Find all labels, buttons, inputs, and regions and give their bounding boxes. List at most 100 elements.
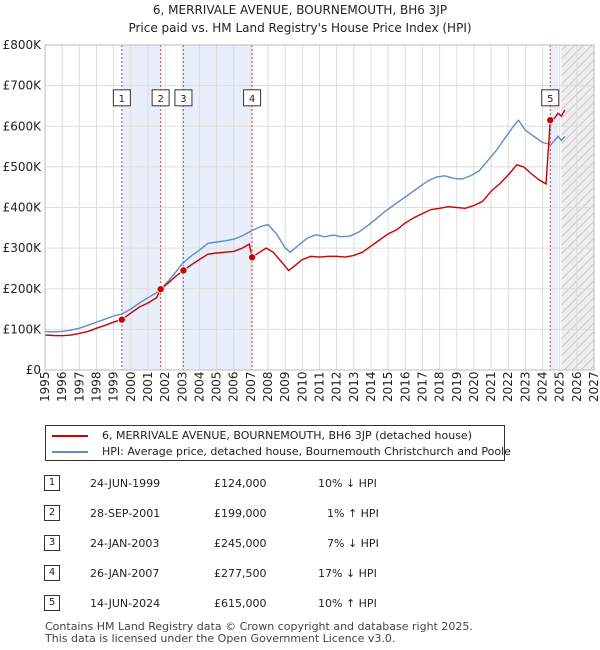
y-tick-label: £800K <box>3 38 43 52</box>
sale-marker-number: 3 <box>180 94 186 105</box>
chart-title: 6, MERRIVALE AVENUE, BOURNEMOUTH, BH6 3J… <box>153 3 447 17</box>
y-tick-label: £600K <box>3 119 43 133</box>
legend-label-hpi: HPI: Average price, detached house, Bour… <box>102 445 511 458</box>
x-tick-label: 2006 <box>227 371 241 402</box>
x-tick-label: 2026 <box>570 371 584 402</box>
x-tick-label: 1995 <box>38 371 52 402</box>
y-tick-label: £100K <box>3 322 43 336</box>
x-tick-label: 2020 <box>467 371 481 402</box>
footer-credits: Contains HM Land Registry data © Crown c… <box>45 621 473 645</box>
sale-marker-number: 1 <box>119 94 125 105</box>
legend-item-property: 6, MERRIVALE AVENUE, BOURNEMOUTH, BH6 3J… <box>52 428 472 444</box>
price-chart: 6, MERRIVALE AVENUE, BOURNEMOUTH, BH6 3J… <box>3 3 600 402</box>
x-tick-label: 2021 <box>484 371 498 402</box>
footer-line-licence: This data is licensed under the Open Gov… <box>45 632 396 645</box>
hpi-comparison: 17% ↓ HPI <box>318 567 377 580</box>
footer-line-copyright: Contains HM Land Registry data © Crown c… <box>45 620 473 633</box>
y-tick-label: £400K <box>3 201 43 215</box>
x-tick-label: 2002 <box>158 371 172 402</box>
x-tick-label: 2001 <box>141 371 155 402</box>
sale-price: £199,000 <box>214 507 267 520</box>
table-row: 2 28-SEP-2001 £199,000 1% ↑ HPI <box>0 504 600 524</box>
y-tick-label: £0 <box>26 363 41 377</box>
x-tick-label: 1997 <box>72 371 86 402</box>
x-tick-label: 2007 <box>244 371 258 402</box>
sale-number-badge: 3 <box>44 535 60 551</box>
sale-date: 14-JUN-2024 <box>90 597 161 610</box>
sale-number-badge: 4 <box>44 565 60 581</box>
sale-number-badge: 2 <box>44 505 60 521</box>
sale-point <box>179 266 188 275</box>
sale-marker-box <box>174 89 193 107</box>
sale-point <box>117 315 126 324</box>
x-tick-label: 2017 <box>415 371 429 402</box>
x-tick-label: 2027 <box>587 371 600 402</box>
sale-marker-box <box>243 89 262 107</box>
x-tick-label: 1996 <box>55 371 69 402</box>
hpi-comparison: 10% ↓ HPI <box>318 477 377 490</box>
property-series-line <box>44 109 566 337</box>
x-tick-label: 2010 <box>295 371 309 402</box>
x-tick-label: 2000 <box>124 371 138 402</box>
sale-marker-label: 1 <box>112 89 131 107</box>
x-tick-label: 2016 <box>398 371 412 402</box>
y-tick-label: £500K <box>3 160 43 174</box>
x-tick-label: 2018 <box>433 371 447 402</box>
y-tick-label: £200K <box>3 282 43 296</box>
x-tick-label: 2013 <box>347 371 361 402</box>
sale-number-badge: 1 <box>44 475 60 491</box>
plot-frame <box>44 44 595 371</box>
sale-date: 24-JUN-1999 <box>90 477 161 490</box>
x-tick-label: 2023 <box>518 371 532 402</box>
x-tick-label: 2015 <box>381 371 395 402</box>
table-row: 3 24-JAN-2003 £245,000 7% ↓ HPI <box>0 534 600 554</box>
sale-marker-box <box>151 89 170 107</box>
y-tick-label: £300K <box>3 241 43 255</box>
x-tick-label: 2014 <box>364 371 378 402</box>
hpi-series-line <box>44 119 566 333</box>
sale-date: 26-JAN-2007 <box>90 567 160 580</box>
sale-price: £124,000 <box>214 477 267 490</box>
sale-point <box>156 285 165 294</box>
sale-price: £277,500 <box>214 567 267 580</box>
x-tick-label: 2009 <box>278 371 292 402</box>
legend-item-hpi: HPI: Average price, detached house, Bour… <box>52 444 511 460</box>
x-tick-label: 2003 <box>175 371 189 402</box>
y-tick-label: £700K <box>3 79 43 93</box>
sale-marker-label: 4 <box>243 89 262 107</box>
sale-point <box>546 116 555 125</box>
table-row: 4 26-JAN-2007 £277,500 17% ↓ HPI <box>0 564 600 584</box>
sale-price: £245,000 <box>214 537 267 550</box>
sale-number-badge: 5 <box>44 595 60 611</box>
x-tick-label: 2004 <box>192 371 206 402</box>
sale-marker-number: 4 <box>249 94 255 105</box>
legend-swatch-blue <box>52 451 88 453</box>
chart-legend: 6, MERRIVALE AVENUE, BOURNEMOUTH, BH6 3J… <box>45 425 511 461</box>
x-tick-label: 1999 <box>107 371 121 402</box>
x-tick-label: 2022 <box>501 371 515 402</box>
x-tick-label: 2008 <box>261 371 275 402</box>
x-tick-label: 2005 <box>210 371 224 402</box>
sale-marker-label: 2 <box>151 89 170 107</box>
x-tick-label: 2024 <box>536 371 550 402</box>
hpi-comparison: 1% ↑ HPI <box>327 507 379 520</box>
hpi-comparison: 7% ↓ HPI <box>327 537 379 550</box>
legend-label-property: 6, MERRIVALE AVENUE, BOURNEMOUTH, BH6 3J… <box>102 429 472 442</box>
x-tick-label: 2025 <box>553 371 567 402</box>
hpi-comparison: 10% ↑ HPI <box>318 597 377 610</box>
sale-marker-number: 5 <box>547 94 553 105</box>
sale-marker-box <box>541 89 560 107</box>
sale-marker-box <box>112 89 131 107</box>
chart-subtitle: Price paid vs. HM Land Registry's House … <box>128 21 471 35</box>
table-row: 1 24-JUN-1999 £124,000 10% ↓ HPI <box>0 474 600 494</box>
sale-date: 28-SEP-2001 <box>90 507 161 520</box>
x-tick-label: 1998 <box>89 371 103 402</box>
x-tick-label: 2019 <box>450 371 464 402</box>
sale-price: £615,000 <box>214 597 267 610</box>
sale-point <box>248 253 257 262</box>
legend-swatch-red <box>52 435 88 437</box>
sale-marker-label: 5 <box>541 89 560 107</box>
x-tick-label: 2012 <box>330 371 344 402</box>
x-tick-label: 2011 <box>313 371 327 402</box>
table-row: 5 14-JUN-2024 £615,000 10% ↑ HPI <box>0 594 600 614</box>
